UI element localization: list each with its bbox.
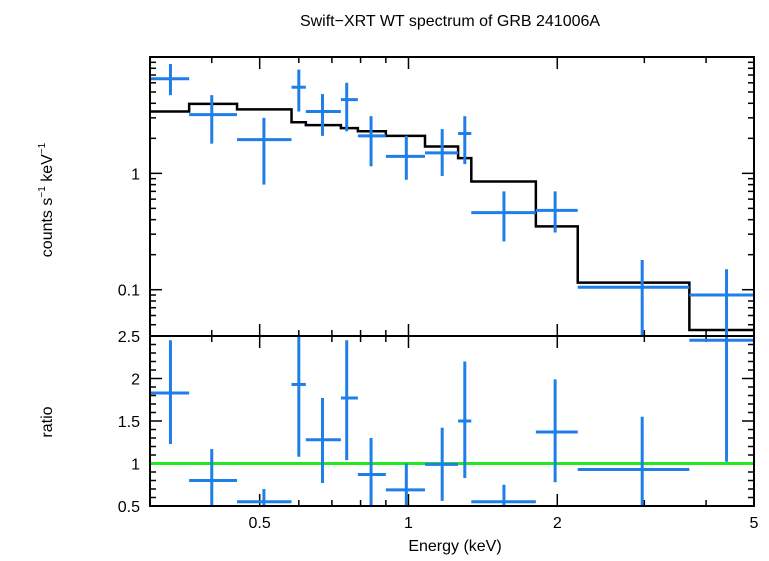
y-axis-label-mid: keV	[39, 154, 56, 186]
plot-layer: 1 0.1 0.5 1 1.5 2 2.5 0.5 1 2 5	[118, 56, 759, 532]
spectrum-data-point	[189, 95, 238, 144]
spectrum-data-point	[689, 269, 754, 336]
ratio-data-point	[385, 463, 425, 506]
ratio-data-point	[150, 340, 190, 444]
spectrum-panel-frame	[149, 56, 755, 337]
ratio-data-point	[577, 416, 690, 506]
y-axis-label-spectrum: counts s−1 keV−1	[37, 142, 56, 257]
y-tick-label-ratio: 0.5	[118, 499, 140, 516]
ratio-data-point	[357, 438, 386, 506]
spectrum-data-point	[340, 82, 358, 132]
spectrum-data-point	[535, 191, 578, 233]
ratio-data-point	[291, 336, 306, 457]
spectrum-data-point	[357, 116, 386, 167]
ratio-data-point	[689, 336, 754, 462]
y-tick-label-spectrum: 1	[131, 166, 140, 183]
ratio-data-point	[535, 379, 578, 483]
ratio-data-point	[340, 340, 358, 461]
chart-title: Swift−XRT WT spectrum of GRB 241006A	[300, 13, 600, 30]
spectrum-data-point	[424, 129, 459, 176]
y-axis-label-sup2: −1	[37, 142, 48, 154]
x-tick-label: 0.5	[249, 515, 271, 532]
ratio-data-point	[458, 361, 472, 478]
spectrum-data-point	[237, 117, 292, 185]
ratio-panel-frame	[149, 335, 755, 507]
spectrum-data-point	[385, 135, 425, 180]
y-tick-label-spectrum: 0.1	[118, 283, 140, 300]
model-step-line	[150, 102, 754, 332]
y-axis-label-ratio: ratio	[39, 406, 56, 437]
spectrum-data-point	[291, 69, 306, 112]
spectrum-data-point	[471, 191, 536, 242]
spectrum-data-point	[305, 94, 341, 136]
ratio-data-point	[305, 398, 341, 484]
ratio-data-point	[424, 427, 459, 501]
x-axis-label: Energy (keV)	[408, 538, 501, 555]
x-tick-label: 1	[404, 515, 413, 532]
y-tick-label-ratio: 1.5	[118, 414, 140, 431]
x-tick-label: 2	[553, 515, 562, 532]
ratio-data-point	[471, 484, 536, 506]
spectrum-data-point	[458, 116, 472, 165]
ratio-data-point	[189, 449, 238, 506]
y-tick-label-ratio: 2	[131, 372, 140, 389]
ratio-data-point	[237, 489, 292, 506]
x-tick-label: 5	[750, 515, 759, 532]
y-axis-label-main: counts s	[39, 198, 56, 258]
spectrum-data-point	[150, 64, 190, 96]
y-axis-label-sup1: −1	[37, 186, 48, 198]
y-tick-label-ratio: 2.5	[118, 329, 140, 346]
y-tick-label-ratio: 1	[131, 457, 140, 474]
spectrum-data-point	[577, 259, 690, 336]
